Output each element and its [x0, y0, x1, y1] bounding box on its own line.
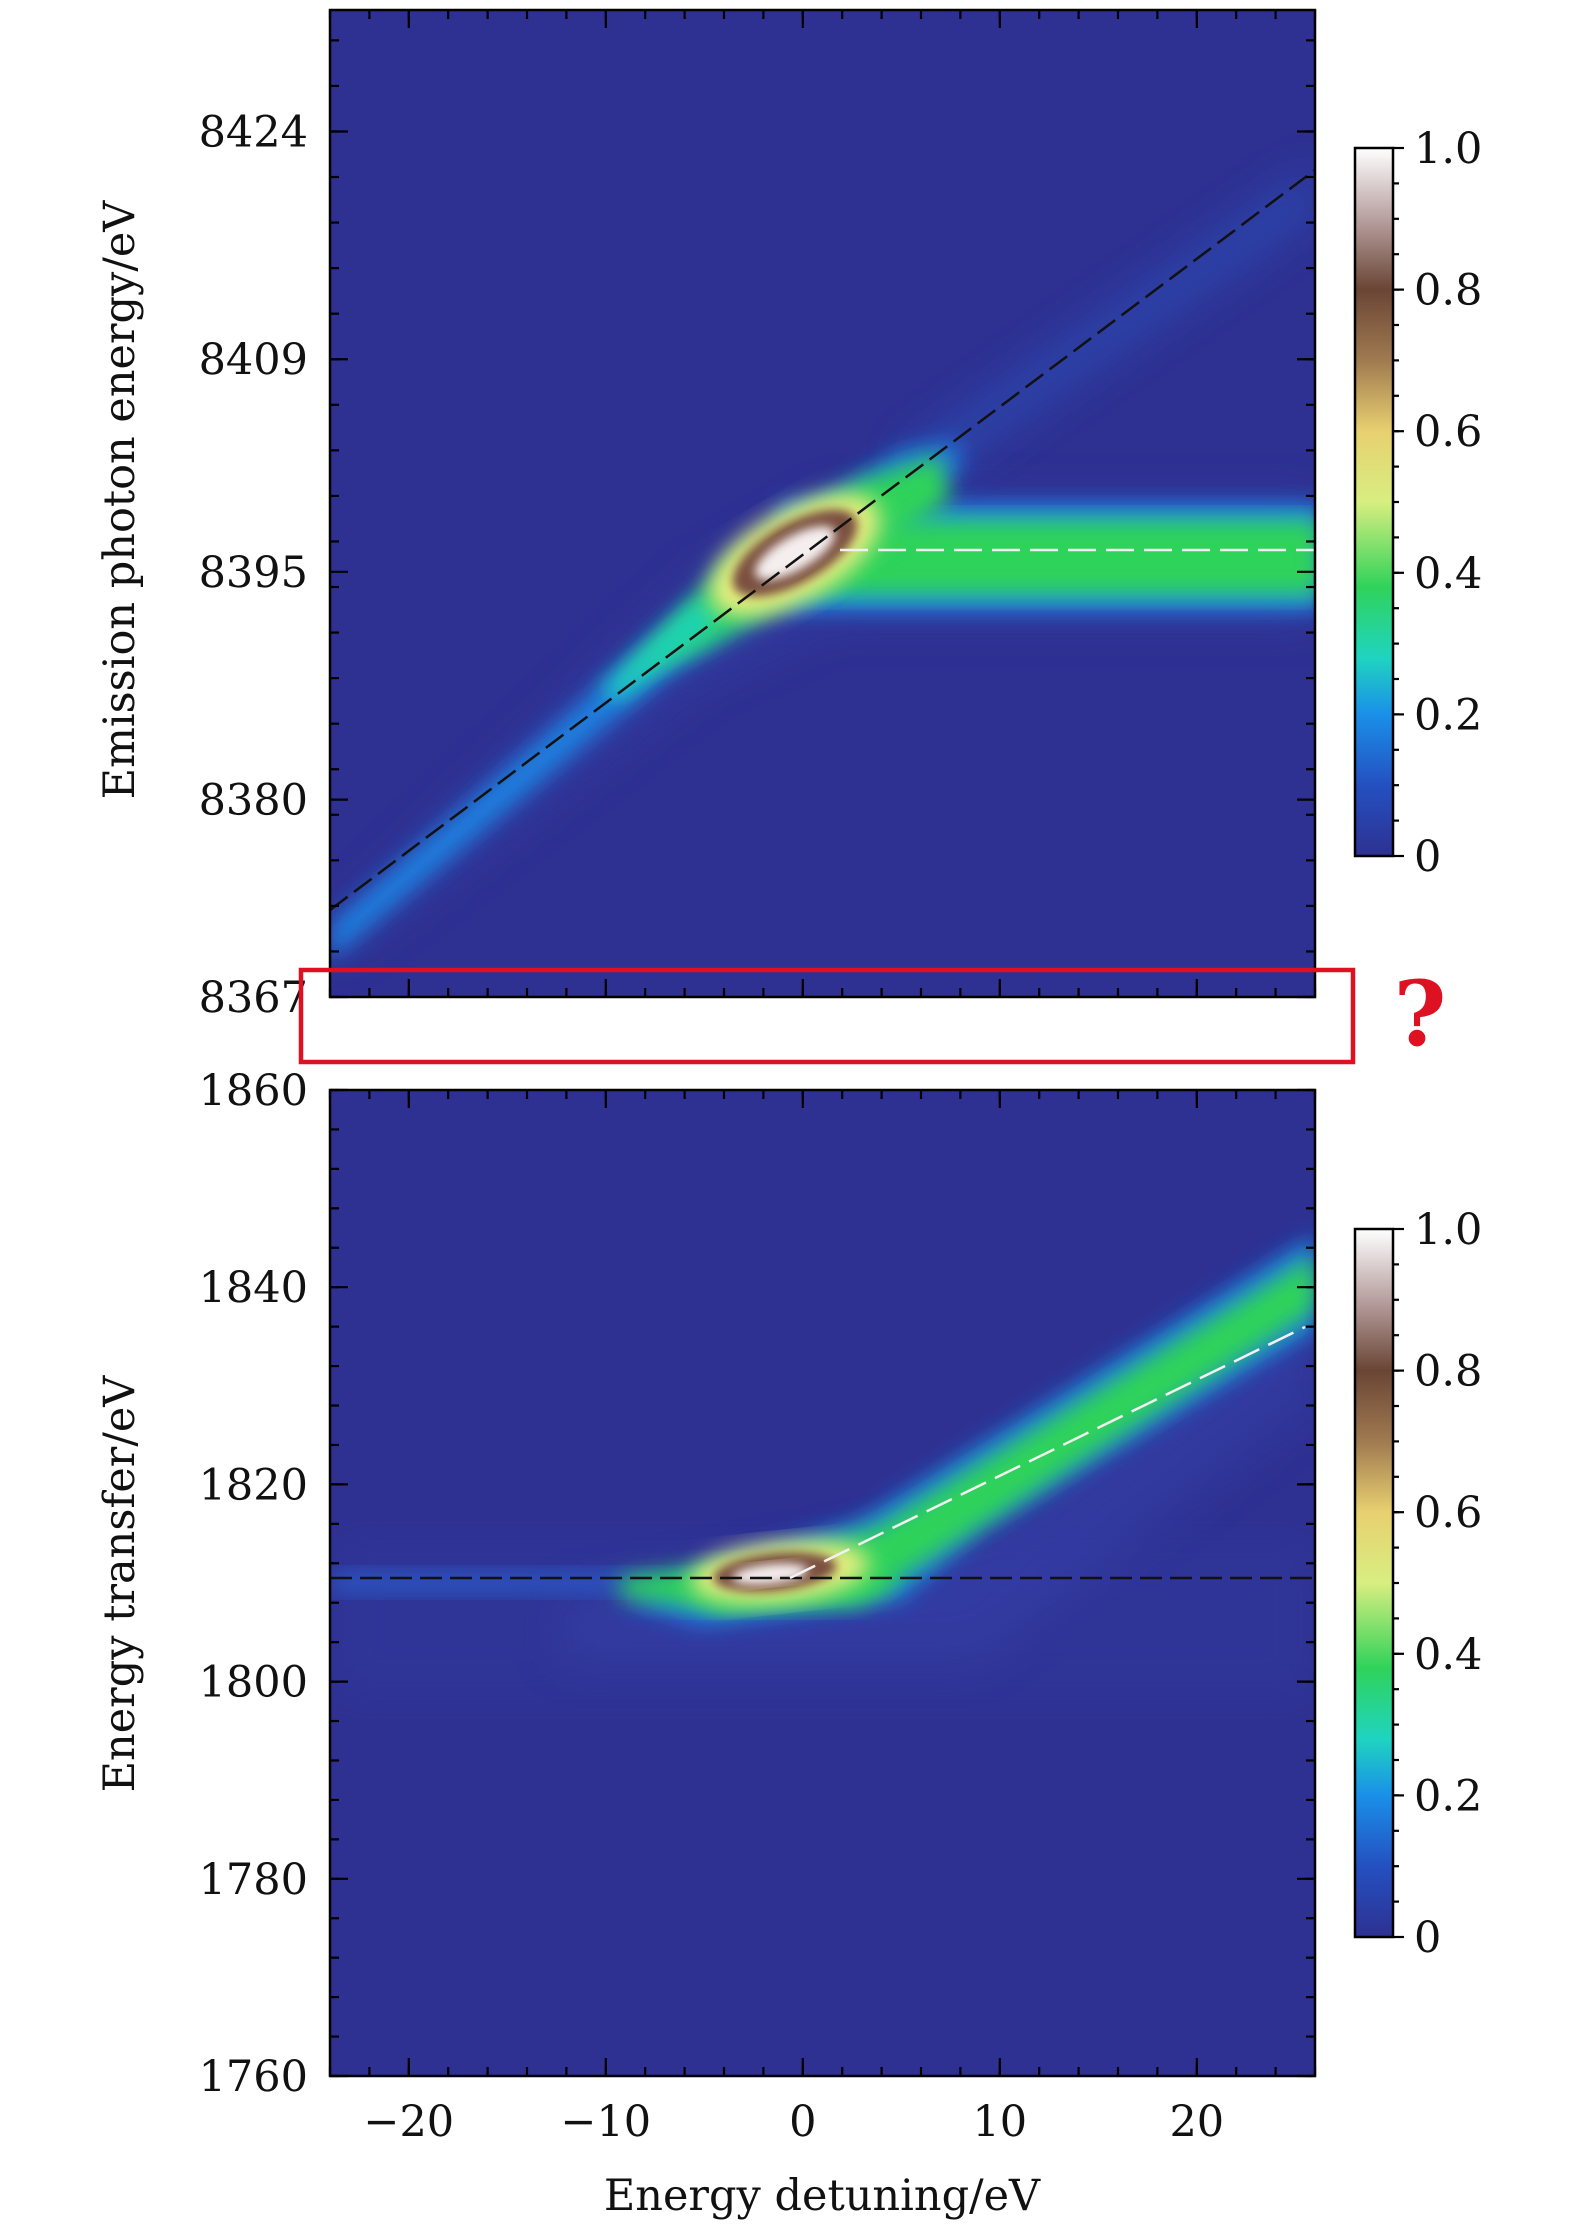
- top-heatmap: [330, 169, 1315, 960]
- colorbar-tick-label: 0.6: [1414, 407, 1482, 457]
- y-tick-label: 8409: [199, 335, 308, 385]
- y-tick-label: 1840: [199, 1263, 308, 1313]
- top-panel: 8424 8409 8395 8380 8367 Emission photon ene…: [95, 8, 1317, 1023]
- y-tick-label: 8380: [199, 776, 308, 826]
- x-tick-label: −10: [560, 2097, 651, 2147]
- bottom-x-ticks: −20 −10 0 10 20: [328, 1090, 1317, 2147]
- bottom-frame: [328, 1088, 1317, 2078]
- y-tick-label: 1800: [199, 1658, 308, 1708]
- x-tick-label: −20: [363, 2097, 454, 2147]
- y-tick-label: 8395: [199, 548, 308, 598]
- bottom-colorbar-ticks: 1.0 0.8 0.6 0.4 0.2 0: [1393, 1205, 1482, 1963]
- x-tick-label: 0: [789, 2097, 816, 2147]
- colorbar-tick-label: 0.2: [1414, 1771, 1482, 1821]
- bottom-dashed-diagonal: [789, 1325, 1306, 1580]
- colorbar-tick-label: 0.8: [1414, 1347, 1482, 1397]
- bottom-colorbar-bar: [1353, 1227, 1395, 1939]
- top-colorbar-ticks: 1.0 0.8 0.6 0.4 0.2 0: [1393, 124, 1482, 882]
- top-dashed-diagonal: [330, 169, 1315, 911]
- x-tick-label: 20: [1169, 2097, 1224, 2147]
- bottom-xlabel: Energy detuning/eV: [604, 2171, 1041, 2221]
- top-y-ticks: 8424 8409 8395 8380 8367: [199, 39, 1315, 1023]
- colorbar-tick-label: 0: [1414, 832, 1441, 882]
- top-x-ticks: [328, 10, 1317, 997]
- y-tick-label: 1760: [199, 2052, 308, 2102]
- top-ylabel: Emission photon energy/eV: [95, 200, 145, 800]
- y-tick-label: 1780: [199, 1855, 308, 1905]
- colorbar-tick-label: 0: [1414, 1913, 1441, 1963]
- bottom-ylabel: Energy transfer/eV: [95, 1375, 145, 1793]
- colorbar-tick-label: 0.6: [1414, 1488, 1482, 1538]
- colorbar-tick-label: 0.2: [1414, 690, 1482, 740]
- bottom-heatmap: [330, 1235, 1315, 1700]
- question-mark-annotation: ?: [1394, 961, 1447, 1067]
- y-tick-label: 1820: [199, 1460, 308, 1510]
- top-colorbar-bar: [1353, 146, 1395, 858]
- colorbar-tick-label: 0.4: [1414, 549, 1482, 599]
- y-tick-label: 1860: [199, 1066, 308, 1116]
- top-colorbar: 1.0 0.8 0.6 0.4 0.2 0: [1353, 124, 1482, 882]
- colorbar-tick-label: 1.0: [1414, 124, 1482, 174]
- top-frame: [328, 8, 1317, 999]
- x-tick-label: 10: [972, 2097, 1027, 2147]
- bottom-colorbar: 1.0 0.8 0.6 0.4 0.2 0: [1353, 1205, 1482, 1963]
- colorbar-tick-label: 0.4: [1414, 1630, 1482, 1680]
- colorbar-tick-label: 1.0: [1414, 1205, 1482, 1255]
- bottom-y-ticks: 1860 1840 1820 1800 1780 1760: [199, 1066, 1315, 2102]
- y-tick-label: 8367: [199, 973, 308, 1023]
- bottom-panel: 1860 1840 1820 1800 1780 1760 −20 −10 0 10 20 Ene…: [95, 1066, 1317, 2221]
- y-tick-label: 8424: [199, 107, 308, 157]
- colorbar-tick-label: 0.8: [1414, 266, 1482, 316]
- highlight-box: [298, 967, 1356, 1065]
